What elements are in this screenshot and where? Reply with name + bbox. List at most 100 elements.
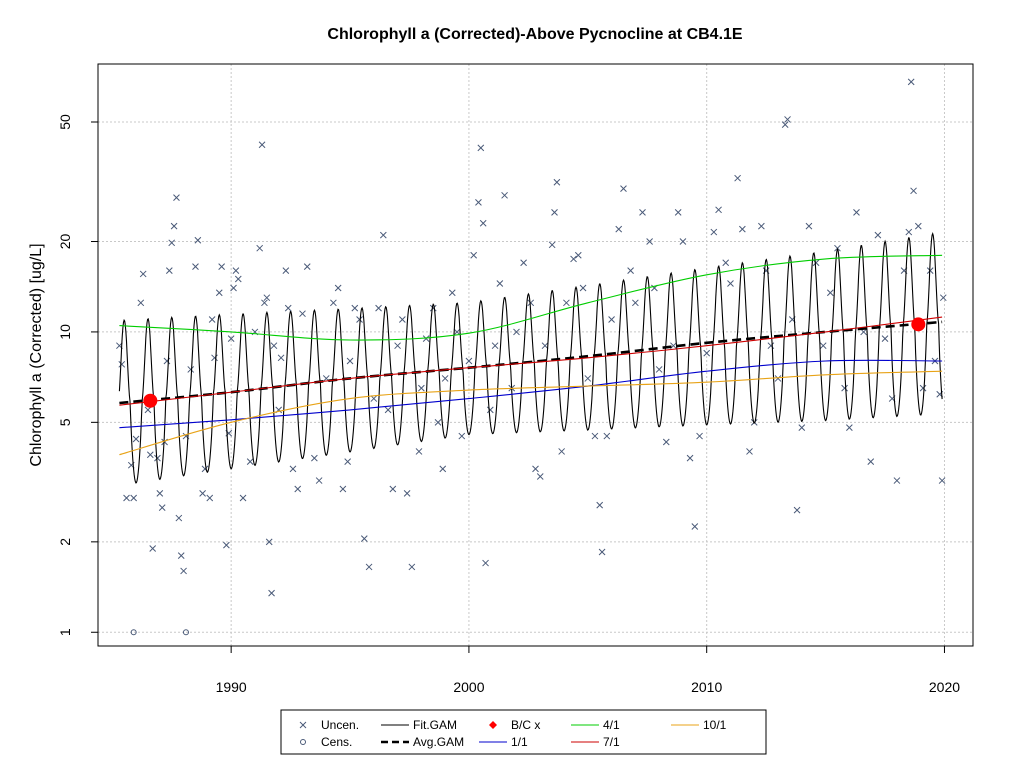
y-axis-label: Chlorophyll a (Corrected) [ug/L] (28, 243, 45, 466)
legend-circle-symbol (300, 739, 306, 745)
uncensored-point (477, 144, 485, 152)
uncensored-point (268, 589, 275, 597)
uncensored-point (223, 541, 230, 549)
chart-title: Chlorophyll a (Corrected)-Above Pycnocli… (327, 26, 743, 43)
uncensored-point (758, 222, 765, 230)
uncensored-point (263, 294, 271, 302)
uncensored-point (662, 438, 670, 446)
uncensored-point (727, 280, 734, 287)
uncensored-point (351, 304, 359, 312)
uncensored-point (294, 485, 302, 493)
series-line-7-1 (119, 316, 943, 406)
uncensored-point (311, 454, 318, 462)
uncensored-point (330, 299, 337, 307)
uncensored-point (784, 116, 791, 123)
legend-label: 10/1 (703, 718, 727, 732)
legend-label: Cens. (321, 735, 352, 749)
x-tick-label: 2010 (691, 679, 722, 695)
uncensored-point (365, 563, 373, 571)
uncensored-point (570, 255, 577, 263)
uncensored-point (282, 267, 290, 274)
uncensored-point (674, 209, 682, 216)
uncensored-point (346, 357, 354, 365)
uncensored-point (881, 335, 889, 342)
uncensored-point (230, 284, 237, 292)
legend-label: Avg.GAM (413, 735, 464, 749)
uncensored-point (553, 178, 561, 186)
uncensored-point (187, 366, 195, 373)
uncensored-point (715, 206, 722, 214)
uncensored-point (938, 477, 946, 484)
uncensored-point (532, 465, 539, 473)
uncensored-point (256, 244, 264, 252)
trend-lines (118, 232, 943, 484)
uncensored-point (919, 384, 927, 392)
legend-label: 4/1 (603, 718, 620, 732)
legend-label: Uncen. (321, 718, 359, 732)
censored-point (182, 629, 189, 636)
uncensored-point (144, 406, 152, 414)
y-tick-label: 10 (57, 324, 73, 340)
grid (98, 64, 973, 646)
uncensored-point (398, 316, 406, 323)
uncensored-point (158, 504, 166, 511)
uncensored-point (146, 451, 154, 459)
uncensored-point (907, 78, 915, 86)
uncensored-point (627, 267, 634, 274)
uncensored-point (439, 465, 447, 473)
uncensored-point (513, 328, 520, 336)
uncensored-point (632, 299, 639, 307)
uncensored-point (156, 490, 164, 497)
uncensored-point (563, 299, 570, 307)
uncensored-point (360, 535, 368, 542)
uncensored-point (686, 454, 694, 462)
plot-frame (97, 63, 974, 647)
uncensored-point (501, 191, 508, 199)
uncensored-point (422, 335, 430, 342)
uncensored-point (384, 406, 392, 414)
uncensored-point (603, 432, 611, 440)
uncensored-point (470, 251, 478, 259)
uncensored-point (805, 222, 813, 230)
uncensored-point (289, 465, 297, 473)
uncensored-point (163, 357, 171, 365)
uncensored-point (482, 559, 489, 567)
uncensored-point (130, 494, 138, 502)
legend-label: 7/1 (603, 735, 620, 749)
uncensored-point (173, 194, 180, 201)
uncensored-point (389, 485, 397, 493)
uncensored-point (375, 304, 382, 312)
uncensored-point (710, 228, 718, 236)
uncensored-point (139, 270, 147, 278)
uncensored-point (910, 187, 917, 195)
uncensored-point (168, 239, 176, 247)
uncensored-point (841, 384, 848, 392)
uncensored-point (303, 263, 311, 270)
uncensored-point (615, 225, 623, 233)
uncensored-point (123, 494, 130, 502)
uncensored-point (418, 384, 425, 392)
data-points (116, 78, 947, 636)
uncensored-point (548, 241, 556, 249)
series-line-4-1 (119, 254, 943, 341)
uncensored-point (403, 490, 411, 497)
uncensored-point (620, 185, 627, 192)
uncensored-point (379, 231, 387, 239)
uncensored-point (793, 506, 801, 514)
uncensored-point (234, 275, 242, 283)
uncensored-point (608, 316, 615, 323)
uncensored-point (496, 280, 504, 287)
uncensored-point (132, 435, 140, 443)
uncensored-point (170, 222, 178, 230)
uncensored-point (448, 289, 456, 297)
uncensored-point (798, 424, 806, 432)
bc-markers (143, 317, 926, 408)
uncensored-point (527, 299, 535, 307)
legend-label: 1/1 (511, 735, 528, 749)
legend: Uncen. Cens. Fit.GAM Avg.GAM B/C x 1/1 4/1 7/1 1… (280, 709, 767, 755)
uncensored-point (199, 490, 206, 497)
uncensored-point (208, 316, 216, 323)
uncensored-point (574, 251, 582, 259)
uncensored-point (781, 121, 789, 128)
